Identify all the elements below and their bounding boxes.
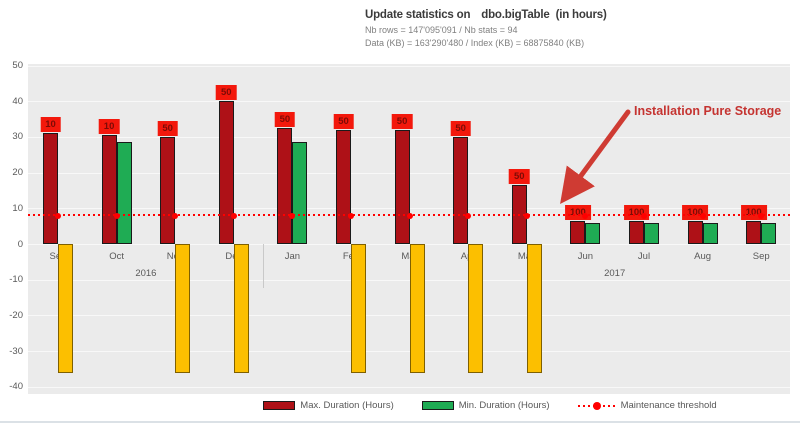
max-duration-bar [101,135,117,244]
max-duration-bar [570,220,586,244]
negative-yellow-bar [409,244,425,373]
threshold-marker-dot [582,212,589,219]
min-duration-bar [761,222,777,244]
gridline [28,101,790,103]
negative-yellow-bar [58,244,73,373]
bar-value-label: 10 [98,119,120,135]
y-axis-tick-label: -30 [9,345,23,357]
min-duration-swatch-icon [421,401,454,410]
min-duration-bar [644,222,659,244]
y-axis-tick-label: 40 [12,95,23,107]
x-axis-month-label: Jan [284,251,301,262]
x-axis-month-label: Jun [577,251,594,262]
negative-yellow-bar [233,244,249,373]
legend-item-threshold: Maintenance threshold [577,400,717,411]
y-axis-tick-label: -10 [9,274,23,286]
max-duration-bar [43,133,58,244]
axis-group-separator [263,244,265,288]
max-duration-bar [687,220,703,244]
threshold-marker-dot [230,212,237,219]
max-duration-bar [277,127,293,244]
legend-label-max: Max. Duration (Hours) [300,400,394,411]
bar-value-label: 50 [391,113,413,129]
x-axis-month-label: Jul [637,251,651,262]
chart-subtitle-rows: Nb rows = 147'095'091 / Nb stats = 94 [365,24,518,35]
gridline [28,386,790,388]
max-duration-bar [629,220,644,244]
threshold-marker-dot [641,212,647,219]
y-axis-tick-label: 50 [12,60,23,71]
negative-yellow-bar [526,244,542,373]
x-axis-year-label: 2017 [604,268,626,279]
legend-item-max: Max. Duration (Hours) [263,400,394,411]
chart-bottom-border [0,421,800,423]
chart-title: Update statistics on dbo.bigTable (in hour… [365,9,607,21]
threshold-swatch-icon [577,401,616,410]
threshold-marker-dot [55,212,61,219]
legend-label-threshold: Maintenance threshold [620,400,717,411]
threshold-marker-dot [406,212,413,219]
bar-value-label: 10 [40,117,61,133]
x-axis-month-label: Oct [109,251,124,262]
negative-yellow-bar [468,244,484,373]
max-duration-bar [336,129,351,244]
chart-header: Update statistics on dbo.bigTable (in hour… [365,9,607,48]
min-duration-bar [292,142,308,244]
bar-value-label: 50 [450,120,471,136]
x-axis-year-label: 2016 [135,268,157,279]
min-duration-bar [702,222,718,244]
y-axis-tick-label: 20 [12,167,23,179]
chart-title-table: dbo.bigTable [481,9,550,21]
y-axis-tick-label: 0 [17,238,23,250]
y-axis-tick-label: 10 [12,202,23,214]
max-duration-swatch-icon [263,401,296,410]
gridline [28,351,790,353]
max-duration-bar [394,129,410,244]
threshold-marker-dot [523,212,530,219]
gridline [28,65,790,67]
x-axis-month-label: Sep [752,251,770,262]
annotation-text: Installation Pure Storage [634,104,782,118]
chart-subtitle-size: Data (KB) = 163'290'480 / Index (KB) = 6… [365,38,585,48]
gridline [28,244,790,245]
chart-title-suffix: (in hours) [555,9,607,21]
max-duration-bar [746,220,762,244]
y-axis-tick-label: -40 [9,381,23,393]
plot-area: Sep10Oct10Nov50Dec50Jan50Feb50Mar50Apr50… [28,64,790,394]
bar-value-label: 50 [274,111,296,127]
chart-legend: Max. Duration (Hours) Min. Duration (Hou… [180,400,800,411]
gridline [28,315,790,317]
threshold-marker-dot [172,212,179,219]
bar-value-label: 50 [509,169,530,185]
y-axis-tick-label: 30 [12,131,23,143]
legend-label-min: Min. Duration (Hours) [458,400,550,411]
threshold-marker-dot [758,212,765,219]
min-duration-bar [116,142,132,244]
max-duration-bar [160,136,176,244]
x-axis-month-label: Aug [694,251,712,262]
bar-value-label: 50 [216,85,237,101]
negative-yellow-bar [351,244,366,373]
min-duration-bar [585,222,601,244]
max-duration-bar [218,101,234,244]
negative-yellow-bar [175,244,191,373]
y-axis-tick-label: -20 [9,309,23,321]
threshold-marker-dot [113,212,120,219]
threshold-marker-dot [348,212,354,219]
max-duration-bar [453,136,469,244]
threshold-marker-dot [289,212,296,219]
chart-title-prefix: Update statistics on [365,9,471,21]
threshold-marker-dot [699,212,706,219]
threshold-marker-dot [465,212,472,219]
legend-item-min: Min. Duration (Hours) [421,400,550,411]
bar-value-label: 50 [333,113,354,129]
gridline [28,279,790,281]
bar-value-label: 50 [157,120,178,136]
